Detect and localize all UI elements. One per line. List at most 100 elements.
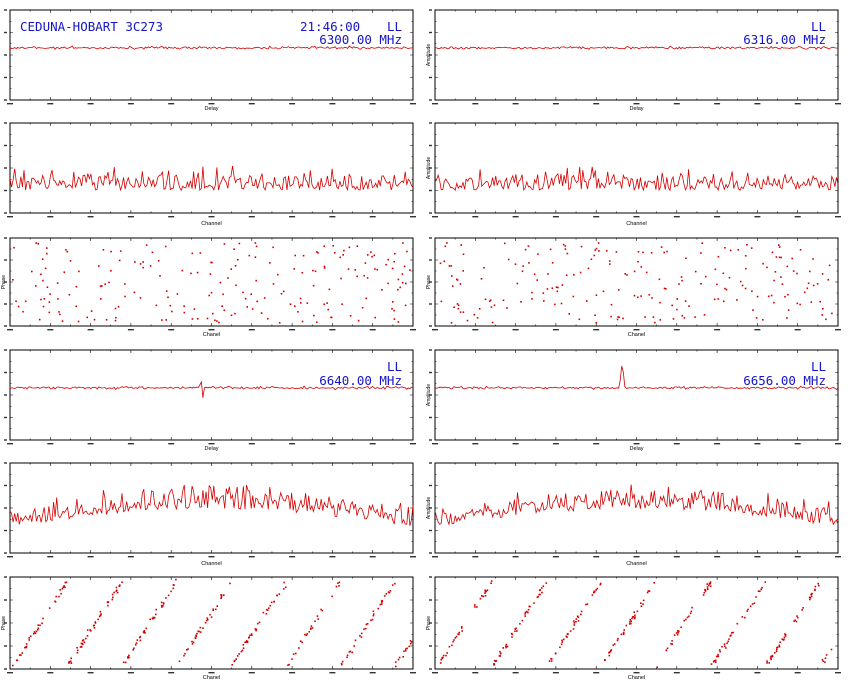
if1-phase-point [12,279,14,281]
if4-phase-xtick-label [512,672,519,674]
if3-phase-point [314,620,316,623]
if4-phase-point [484,589,486,592]
if3-phase-point [295,652,297,655]
if4-phase-point [680,626,682,629]
if3-phase-point [24,646,26,649]
if1-phase-point [142,261,144,263]
if1-phase-point [176,293,179,295]
if3-phase-point [331,595,333,598]
if3-phase-point [205,619,208,622]
if1-phase-point [119,250,122,252]
if1-phase-point [118,259,121,262]
if2-phase-point [557,286,559,289]
if4-phase-point [636,610,639,613]
if4-phase-point [555,652,557,655]
if3-phase-point [124,661,127,664]
if3-phase-point [394,582,396,585]
if4-phase-point [560,643,563,646]
if1-phase-point [142,266,144,269]
if4-phase-point [795,620,798,623]
if1-phase-point [115,316,117,319]
if1-phase-point [237,258,239,261]
if3-phase-point [89,629,91,631]
if3-phase-point [100,613,102,615]
if1-delay-xtick-label [410,103,416,105]
if3-phase-point [28,639,30,641]
if1-phase-point [191,318,194,320]
if1-phase-point [193,308,196,310]
if4-phase-point [633,611,635,613]
if1-phase-point [255,279,257,282]
if2-phase-point [452,285,454,287]
if2-phase-ytick-label [429,259,432,261]
if2-amp-trace [434,166,839,192]
if3-phase-point [341,663,343,666]
if1-phase-point [108,281,110,284]
if1-phase-ylabel: Phase [1,275,7,289]
if1-phase-point [149,265,152,267]
if4-phase-point [577,616,580,619]
if1-phase-point [328,288,331,291]
if3-phase-point [41,622,43,625]
if2-phase-point [637,296,639,299]
if3-phase-point [310,625,313,627]
if4-phase-point [671,643,673,645]
if1-delay-xtick-label [127,103,134,105]
if4-phase-point [575,621,577,623]
if4-phase-point [629,621,631,623]
if1-phase-point [330,316,333,319]
if4-phase-point [673,634,676,636]
if1-delay-xtick-label [248,103,255,105]
if4-phase-point [634,616,636,619]
if1-phase-point [254,242,257,244]
if2-phase-point [579,271,582,274]
if2-phase-xtick-label [552,329,559,331]
if1-phase-point [164,245,167,248]
if3-phase-point [161,606,163,608]
if3-phase-xtick-label [168,672,175,674]
if1-phase-point [313,314,315,317]
if4-phase-point [457,633,460,635]
if2-phase-point [478,308,481,310]
if3-amp-xlabel: Channel [201,561,222,567]
if2-phase-point [462,311,465,313]
if1-phase-point [376,268,379,271]
if2-phase-point [780,276,782,278]
if4-phase-point [622,631,625,634]
if4-phase-point [689,612,692,615]
if3-phase-point [351,651,353,654]
if2-amp-ytick-label [429,212,432,214]
if2-phase-point [762,319,764,321]
if4-phase-point [576,615,579,618]
if1-phase-point [323,265,326,268]
if4-phase-point [678,630,680,632]
if4-amp-ytick-label [429,529,432,532]
if3-phase-point [155,608,157,611]
if4-phase-point [706,586,709,588]
if4-phase-point [778,645,781,648]
if2-phase-point [723,300,725,303]
if3-phase-point [389,590,392,592]
if4-delay-xtick-label [512,443,519,445]
if2-phase-point [744,255,747,257]
if3-phase-point [134,643,137,646]
if2-phase-point [615,251,618,253]
if4-phase-point [499,650,501,653]
if1-phase-point [221,305,223,307]
if2-amp-frame [434,122,839,214]
if4-phase-point [613,643,616,645]
if1-phase-point [58,311,60,313]
if2-delay-ticks [434,9,839,101]
if4-phase-point [515,627,517,630]
if2-phase-point [528,262,530,264]
if2-phase-point [767,295,770,298]
if2-phase-point [446,242,448,244]
if3-phase-point [405,648,407,650]
if4-phase-point [761,586,763,589]
if3-phase-point [398,656,401,659]
if1-phase-point [301,271,304,274]
if3-phase-point [76,649,79,652]
if1-phase-point [251,308,254,310]
if2-phase-point [640,266,643,268]
if2-phase-point [685,257,687,260]
